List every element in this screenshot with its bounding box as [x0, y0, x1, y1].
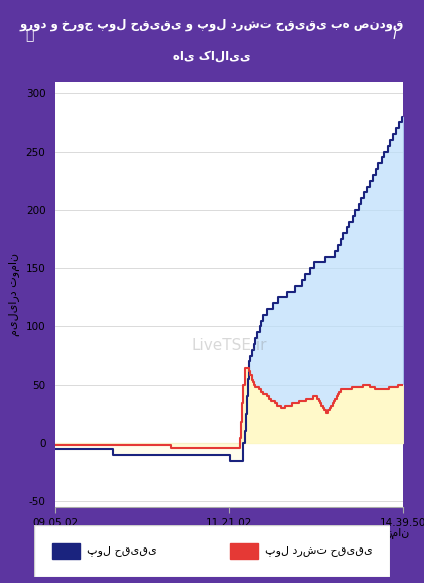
Text: i: i — [392, 28, 396, 42]
Text: پول درشت حقیقی: پول درشت حقیقی — [265, 546, 373, 556]
Text: ⎘: ⎘ — [25, 28, 34, 42]
FancyBboxPatch shape — [34, 525, 390, 577]
Text: پول حقیقی: پول حقیقی — [87, 546, 157, 556]
Y-axis label: میلیارد تومان: میلیارد تومان — [9, 253, 20, 336]
X-axis label: زمان: زمان — [386, 528, 410, 539]
Bar — [52, 543, 80, 559]
Text: ورود و خروج پول حقیقی و پول درشت حقیقی به صندوق: ورود و خروج پول حقیقی و پول درشت حقیقی ب… — [20, 18, 404, 31]
Text: LiveTSE.ir: LiveTSE.ir — [191, 338, 267, 353]
Text: های کالایی: های کالایی — [173, 50, 251, 62]
Bar — [230, 543, 258, 559]
